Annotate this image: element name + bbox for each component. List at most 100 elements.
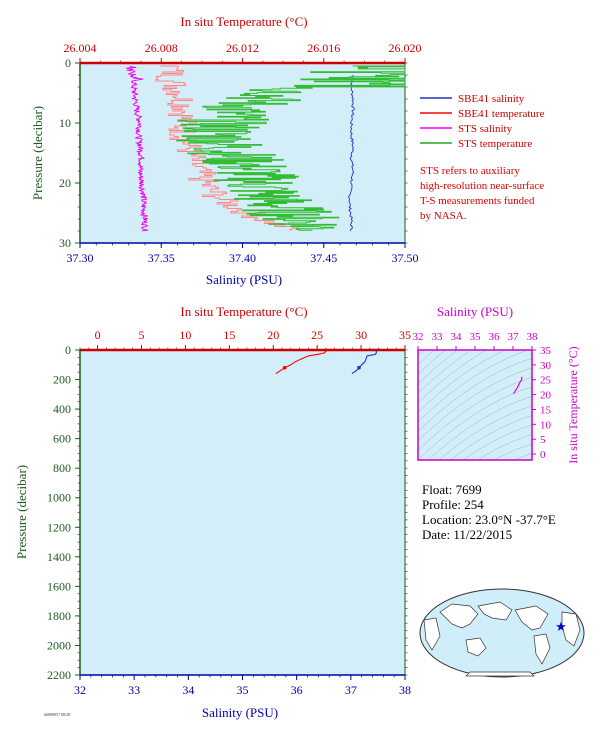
bottom-plot-area [80,350,405,675]
landmass-south-america [533,633,551,665]
series-sbe41-temperature-line [155,65,299,231]
series-sts-temperature-line [176,65,406,231]
bottom-pressure-tick-label: 2200 [47,668,71,682]
legend-label-sts-temperature: STS temperature [458,138,532,150]
ts-salinity-axis-title: Salinity (PSU) [437,304,513,319]
top-pressure-tick-label: 20 [59,176,71,190]
ts-density-contour [477,434,532,460]
ts-salinity-tick-label: 34 [451,331,463,343]
ts-density-contour [427,396,532,460]
landmass-russia [477,601,513,621]
bottom-temperature-tick-label: 15 [223,328,235,342]
ts-temperature-tick-label: 30 [540,360,552,372]
bottom-salinity-tick-label: 35 [237,683,249,697]
top-pressure-tick-label: 30 [59,236,71,250]
landmass-asia [439,603,479,629]
ts-diagram: Salinity (PSU) 32 33 34 35 36 37 38 0 5 10 15 20 25… [413,263,581,464]
float-location-marker-icon: ★ [555,619,567,634]
bottom-panel: In situ Temperature (°C) 0 5 10 15 20 25 30 35 … [14,304,411,720]
top-pressure-axis-title: Pressure (decibar) [30,106,45,200]
bottom-pressure-tick-label: 1600 [47,579,71,593]
ts-temperature-tick-label: 20 [540,390,552,402]
bottom-pressure-tick-label: 200 [53,373,71,387]
top-series [126,65,406,232]
bottom-salinity-tick-label: 36 [291,683,303,697]
note-line-4: by NASA. [420,210,467,222]
bottom-salinity-tick-label: 34 [182,683,194,697]
ts-series [512,376,523,395]
top-temperature-tick-label: 26.020 [389,41,422,55]
bottom-salinity-tick-label: 32 [74,683,86,697]
ts-salinity-tick-label: 37 [508,331,520,343]
top-salinity-tick-label: 37.35 [148,251,175,265]
bottom-temperature-tick-label: 25 [311,328,323,342]
top-temperature-axis-title: In situ Temperature (°C) [180,14,307,29]
ts-density-contour [418,350,472,394]
legend-label-sbe41-salinity: SBE41 salinity [458,93,525,105]
series-sbe41-salinity-line [347,75,355,232]
bottom-salinity-tick-label: 33 [128,683,140,697]
bottom-series [275,349,377,375]
bottom-pressure-ticks: 0 200 400 600 800 1000 1200 1400 1600 1800 2000 220… [47,343,408,682]
bottom-temperature-tick-label: 10 [179,328,191,342]
float-number: Float: 7699 [422,482,482,497]
map-land [423,601,581,677]
ts-density-contour [418,263,532,336]
ts-temperature-axis-title: In situ Temperature (°C) [566,346,580,463]
ts-density-contour [418,358,532,432]
ts-density-contour [418,350,530,423]
top-salinity-axis-title: Salinity (PSU) [206,272,282,287]
ts-salinity-tick-label: 36 [489,331,501,343]
series-sts-salinity-line [126,65,149,232]
bottom-temperature-tick-label: 5 [138,328,144,342]
bottom-salinity-axis-title: Salinity (PSU) [202,705,278,720]
top-salinity-tick-label: 37.30 [67,251,94,265]
ts-density-contour [462,424,532,460]
bottom-pressure-tick-label: 0 [65,343,71,357]
bottom-pressure-tick-label: 800 [53,461,71,475]
ts-series-line [512,376,523,395]
note-line-1: STS refers to auxiliary [420,165,520,177]
ts-temperature-tick-label: 10 [540,419,552,431]
bottom-pressure-tick-label: 400 [53,402,71,416]
top-salinity-tick-label: 37.40 [229,251,256,265]
bottom-pressure-tick-label: 2000 [47,638,71,652]
profile-number: Profile: 254 [422,497,484,512]
bottom-temperature-axis-title: In situ Temperature (°C) [180,304,307,319]
landmass-antarctica [465,671,535,677]
bottom-pressure-tick-label: 1000 [47,491,71,505]
ts-density-contour [418,367,532,442]
ts-density-contour [418,350,446,375]
top-pressure-tick-label: 10 [59,116,71,130]
note-line-2: high-resolution near-surface [420,180,544,192]
date: Date: 11/22/2015 [422,527,512,542]
ts-temperature-tick-label: 35 [540,345,552,357]
ts-temperature-tick-label: 15 [540,404,552,416]
bottom-series-sbe41-temperature-marker [282,365,287,370]
ts-density-contour [438,405,532,460]
ts-temperature-tick-label: 25 [540,375,552,387]
bottom-salinity-ticks: 32 33 34 35 36 37 38 [74,675,411,697]
ts-density-contours [418,263,532,460]
bottom-salinity-tick-label: 37 [345,683,357,697]
top-temperature-ticks: 26.004 26.008 26.012 26.016 26.020 [64,41,422,63]
ts-density-contour [418,350,487,404]
top-temperature-tick-label: 26.016 [307,41,340,55]
landmass-australia [465,637,487,657]
landmass-africa-west [423,617,441,651]
bottom-series-sbe41-salinity-marker [357,365,361,370]
bottom-pressure-tick-label: 1400 [47,550,71,564]
top-temperature-tick-label: 26.004 [64,41,97,55]
landmass-north-america [514,605,549,631]
bottom-pressure-tick-label: 1200 [47,520,71,534]
bottom-temperature-ticks: 0 5 10 15 20 25 30 35 [79,328,411,350]
top-salinity-tick-label: 37.45 [310,251,337,265]
bottom-pressure-tick-label: 600 [53,432,71,446]
top-pressure-ticks: 0 10 20 30 [59,56,408,250]
legend: SBE41 salinity SBE41 temperature STS sal… [420,93,545,150]
top-temperature-tick-label: 26.012 [226,41,259,55]
ts-density-contour [418,350,506,413]
float-info: Float: 7699 Profile: 254 Location: 23.0°… [422,482,556,542]
bottom-temperature-tick-label: 30 [355,328,367,342]
